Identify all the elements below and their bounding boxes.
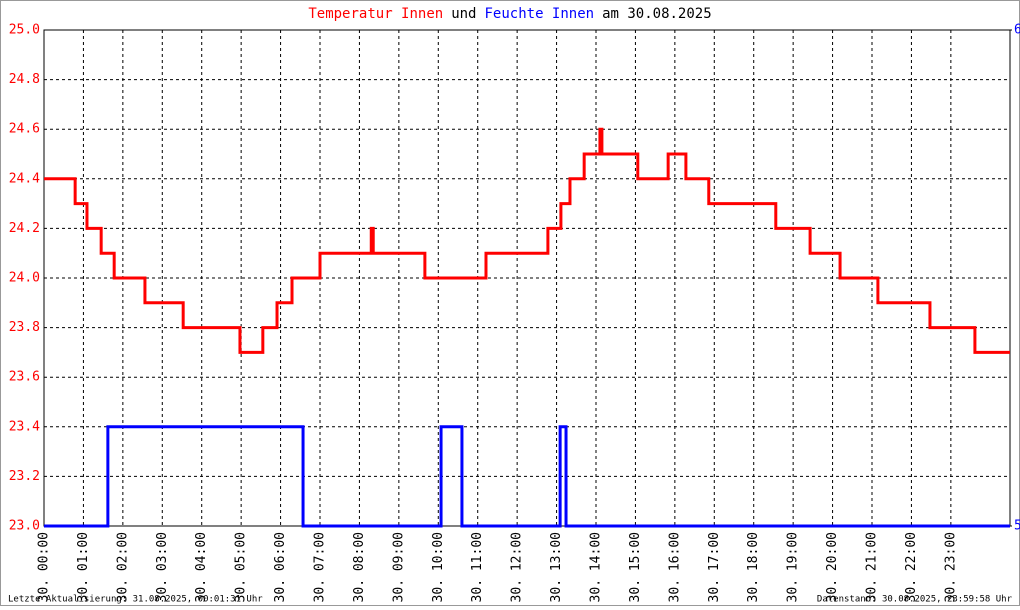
x-tick-label: 30. 04:00 xyxy=(194,532,209,602)
y-tick-label: 24.6 xyxy=(9,122,40,137)
x-tick-label: 30. 16:00 xyxy=(667,532,682,602)
title-part: Feuchte Innen xyxy=(485,6,595,22)
x-tick-label: 30. 17:00 xyxy=(707,532,722,602)
x-tick-label: 30. 00:00 xyxy=(37,532,52,602)
y-tick-label: 23.6 xyxy=(9,370,40,385)
x-tick-label: 30. 08:00 xyxy=(352,532,367,602)
y-tick-label: 24.8 xyxy=(9,72,40,87)
x-tick-label: 30. 14:00 xyxy=(589,532,604,602)
y-tick-label: 24.4 xyxy=(9,171,40,186)
x-tick-label: 30. 01:00 xyxy=(76,532,91,602)
title-part: am 30.08.2025 xyxy=(602,6,712,22)
y2-tick-label: 60 xyxy=(1014,23,1020,38)
x-tick-label: 30. 07:00 xyxy=(313,532,328,602)
footer-left: Letzte Aktualisierung: 31.08.2025, 00:01… xyxy=(8,595,263,605)
y-tick-label: 23.4 xyxy=(9,419,40,434)
x-tick-label: 30. 19:00 xyxy=(786,532,801,602)
x-tick-label: 30. 05:00 xyxy=(234,532,249,602)
x-tick-label: 30. 18:00 xyxy=(746,532,761,602)
y-tick-label: 23.8 xyxy=(9,320,40,335)
x-tick-label: 30. 11:00 xyxy=(470,532,485,602)
line xyxy=(44,127,1010,354)
footer-right: Datenstand: 30.08.2025, 23:59:58 Uhr xyxy=(817,595,1013,605)
x-tick-label: 30. 12:00 xyxy=(510,532,525,602)
chart-title: Temperatur Innen und Feuchte Innen am 30.08… xyxy=(308,6,711,22)
y-tick-label: 24.2 xyxy=(9,221,40,236)
y-tick-label: 23.2 xyxy=(9,469,40,484)
x-tick-label: 30. 21:00 xyxy=(865,532,880,602)
title-part: und xyxy=(451,6,476,22)
y2-tick-label: 55 xyxy=(1014,519,1020,534)
x-tick-label: 30. 15:00 xyxy=(628,532,643,602)
y-tick-label: 24.0 xyxy=(9,271,40,286)
x-tick-label: 30. 09:00 xyxy=(391,532,406,602)
line xyxy=(44,425,1010,528)
title-part: Temperatur Innen xyxy=(308,6,443,22)
x-tick-label: 30. 02:00 xyxy=(115,532,130,602)
x-tick-label: 30. 06:00 xyxy=(273,532,288,602)
x-tick-label: 30. 03:00 xyxy=(155,532,170,602)
x-tick-label: 30. 10:00 xyxy=(431,532,446,602)
x-tick-label: 30. 13:00 xyxy=(549,532,564,602)
x-tick-label: 30. 23:00 xyxy=(943,532,958,602)
x-tick-label: 30. 20:00 xyxy=(825,532,840,602)
y-tick-label: 25.0 xyxy=(9,23,40,38)
y-tick-label: 23.0 xyxy=(9,519,40,534)
x-tick-label: 30. 22:00 xyxy=(904,532,919,602)
